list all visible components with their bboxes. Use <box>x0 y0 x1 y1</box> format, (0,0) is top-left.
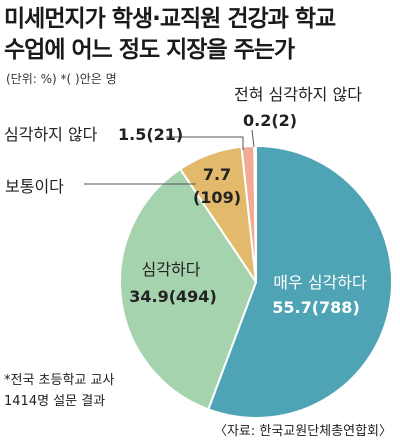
unit-note: (단위: %) *( )안은 명 <box>6 72 117 86</box>
pie-slices <box>119 144 393 419</box>
slice-label-not-serious: 심각하지 않다 <box>4 125 98 144</box>
chart-title-line-1: 미세먼지가 학생·교직원 건강과 학교 <box>4 6 336 32</box>
slice-label-serious: 심각하다 <box>142 260 201 279</box>
survey-footnote-line-1: *전국 초등학교 교사 <box>4 373 115 388</box>
slice-value-serious: 34.9(494) <box>129 287 217 306</box>
slice-very-serious <box>207 144 393 419</box>
slice-value-normal-line-1: 7.7 <box>203 165 231 184</box>
slice-label-not-at-all: 전혀 심각하지 않다 <box>234 85 362 104</box>
slice-value-normal-line-2: (109) <box>193 188 241 207</box>
slice-serious <box>119 167 258 411</box>
leader-line-not-serious <box>166 136 244 150</box>
slice-label-normal: 보통이다 <box>5 177 64 196</box>
survey-footnote: *전국 초등학교 교사 1414명 설문 결과 <box>4 370 114 412</box>
slice-label-very-serious: 매우 심각하다 <box>273 273 367 292</box>
leader-lines <box>84 129 255 185</box>
slice-value-not-at-all: 0.2(2) <box>243 111 297 130</box>
data-source: 〈자료: 한국교원단체총연합회〉 <box>213 424 392 439</box>
leader-line-not-at-all <box>251 129 255 148</box>
chart-title: 미세먼지가 학생·교직원 건강과 학교 수업에 어느 정도 지장을 주는가 <box>4 4 396 66</box>
survey-footnote-line-2: 1414명 설문 결과 <box>4 394 106 409</box>
slice-value-very-serious: 55.7(788) <box>272 298 360 317</box>
chart-title-line-2: 수업에 어느 정도 지장을 주는가 <box>4 37 295 63</box>
slice-value-not-serious: 1.5(21) <box>118 125 183 144</box>
